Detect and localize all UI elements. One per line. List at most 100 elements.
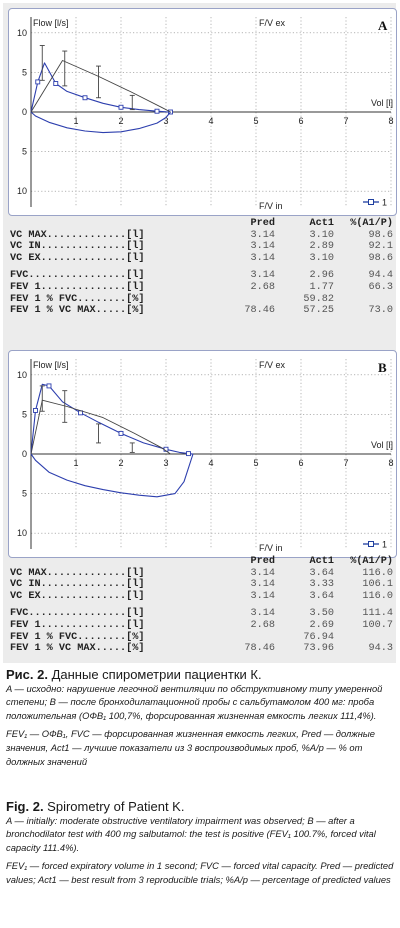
table-row: FEV 1 % VC MAX.....[%] 78.46 57.25 73.0 [8,305,395,317]
pred-value: 3.14 [250,241,275,253]
table-row: FEV 1..............[l] 2.68 2.69 100.7 [8,620,395,632]
series-line-inspiratory [30,453,194,498]
mode-label-ex: F/V ex [259,18,286,28]
series-point [35,79,41,85]
table-header-row: Pred Act1 %(A1/P) [8,218,395,230]
series-line-inspiratory [30,111,171,134]
y-tick-label: 5 [22,409,27,419]
pred-value: 3.14 [250,608,275,620]
x-tick-label: 3 [163,458,168,468]
act1-value: 1.77 [309,281,334,293]
y-axis-label: Flow [l/s] [33,360,69,370]
act1-value: 3.10 [309,229,334,241]
y-axis-label: Flow [l/s] [33,18,69,28]
x-tick-label: 4 [208,458,213,468]
x-axis-label: Vol [l] [371,98,393,108]
table-row: FVC................[l] 3.14 2.96 94.4 [8,270,395,282]
x-tick-label: 6 [298,116,303,126]
series-point [82,95,88,101]
series-point [118,104,124,110]
table-row: VC IN..............[l] 3.14 3.33 106.1 [8,579,395,591]
legend-label: 1 [382,540,387,550]
x-axis-label: Vol [l] [371,440,393,450]
y-tick-label: 0 [22,449,27,459]
percent-value: 116.0 [362,567,393,579]
act1-value: 2.69 [309,619,334,631]
pred-value: 78.46 [244,305,275,317]
caption-ru-title: Рис. 2. Данные спирометрии пациентки К. [6,668,396,682]
percent-value: 116.0 [362,590,393,602]
caption-en-para2: FEV₁ — forced expiratory volume in 1 sec… [6,860,394,885]
y-tick-label: 10 [17,186,27,196]
act1-value: 2.89 [309,241,334,253]
header-pred: Pred [250,218,275,229]
percent-value: 98.6 [368,229,393,241]
percent-value: 100.7 [362,619,393,631]
panel-letter: B [378,360,387,375]
y-tick-label: 5 [22,489,27,499]
table-row: FEV 1 % VC MAX.....[%] 78.46 73.96 94.3 [8,643,395,655]
table-row: FVC................[l] 3.14 3.50 111.4 [8,608,395,620]
param-name: VC IN..............[l] [10,579,145,591]
percent-value: 111.4 [362,608,393,620]
act1-value: 3.64 [309,590,334,602]
x-tick-label: 1 [73,458,78,468]
x-tick-label: 4 [208,116,213,126]
percent-value: 98.6 [368,252,393,264]
percent-value: 73.0 [368,305,393,317]
header-act1: Act1 [309,218,334,229]
mode-label-in: F/V in [259,543,283,553]
percent-value: 92.1 [368,241,393,253]
caption-en-para1: A — initially: moderate obstructive vent… [6,814,376,853]
param-name: FEV 1 % FVC........[%] [10,293,145,305]
caption-en-title: Fig. 2. Spirometry of Patient K. [6,800,396,814]
pred-value: 3.14 [250,567,275,579]
header-pred: Pred [250,556,275,567]
series-line-1 [30,383,194,455]
pred-value: 2.68 [250,619,275,631]
x-tick-label: 7 [343,116,348,126]
series-point [53,81,59,86]
param-name: FEV 1..............[l] [10,619,145,631]
y-tick-label: 10 [17,370,27,380]
legend-marker [368,541,374,547]
percent-value: 94.4 [368,270,393,282]
caption-en-label: Fig. 2. [6,799,44,814]
table-row: VC IN..............[l] 3.14 2.89 92.1 [8,241,395,253]
percent-value: 66.3 [368,281,393,293]
param-name: FEV 1 % VC MAX.....[%] [10,305,145,317]
caption-english: Fig. 2. Spirometry of Patient K. A — ini… [6,800,396,892]
x-tick-label: 2 [118,458,123,468]
x-tick-label: 8 [388,116,393,126]
series-line-predicted [30,399,171,455]
act1-value: 3.33 [309,579,334,591]
table-row: VC MAX.............[l] 3.14 3.64 116.0 [8,568,395,580]
table-row: VC MAX.............[l] 3.14 3.10 98.6 [8,230,395,242]
mode-label-ex: F/V ex [259,360,286,370]
act1-value: 59.82 [303,293,334,305]
legend-label: 1 [382,198,387,208]
x-tick-label: 5 [253,458,258,468]
pred-value: 3.14 [250,229,275,241]
act1-value: 2.96 [309,270,334,282]
table-row: VC EX..............[l] 3.14 3.64 116.0 [8,591,395,603]
param-name: VC EX..............[l] [10,252,145,264]
y-tick-label: 10 [17,528,27,538]
series-point [186,451,191,457]
pred-value: 3.14 [250,252,275,264]
x-tick-label: 7 [343,458,348,468]
x-tick-label: 8 [388,458,393,468]
flow-volume-chart-b: 1 2 3 4 5 6 7 8 10 5 0 5 10 Flow [l/s] F/V ex B Vol [l] F… [17,359,394,553]
x-tick-label: 3 [163,116,168,126]
caption-ru-para1: A — исходно: нарушение легочной вентиляц… [6,682,383,721]
param-name: FVC................[l] [10,270,145,282]
series-point [33,408,38,413]
mode-label-in: F/V in [259,201,283,211]
act1-value: 76.94 [303,631,334,643]
header-act1: Act1 [309,556,334,567]
act1-value: 3.10 [309,252,334,264]
caption-russian: Рис. 2. Данные спирометрии пациентки К. … [6,668,396,773]
x-tick-label: 2 [118,116,123,126]
param-name: VC MAX.............[l] [10,229,145,241]
pred-value: 2.68 [250,281,275,293]
